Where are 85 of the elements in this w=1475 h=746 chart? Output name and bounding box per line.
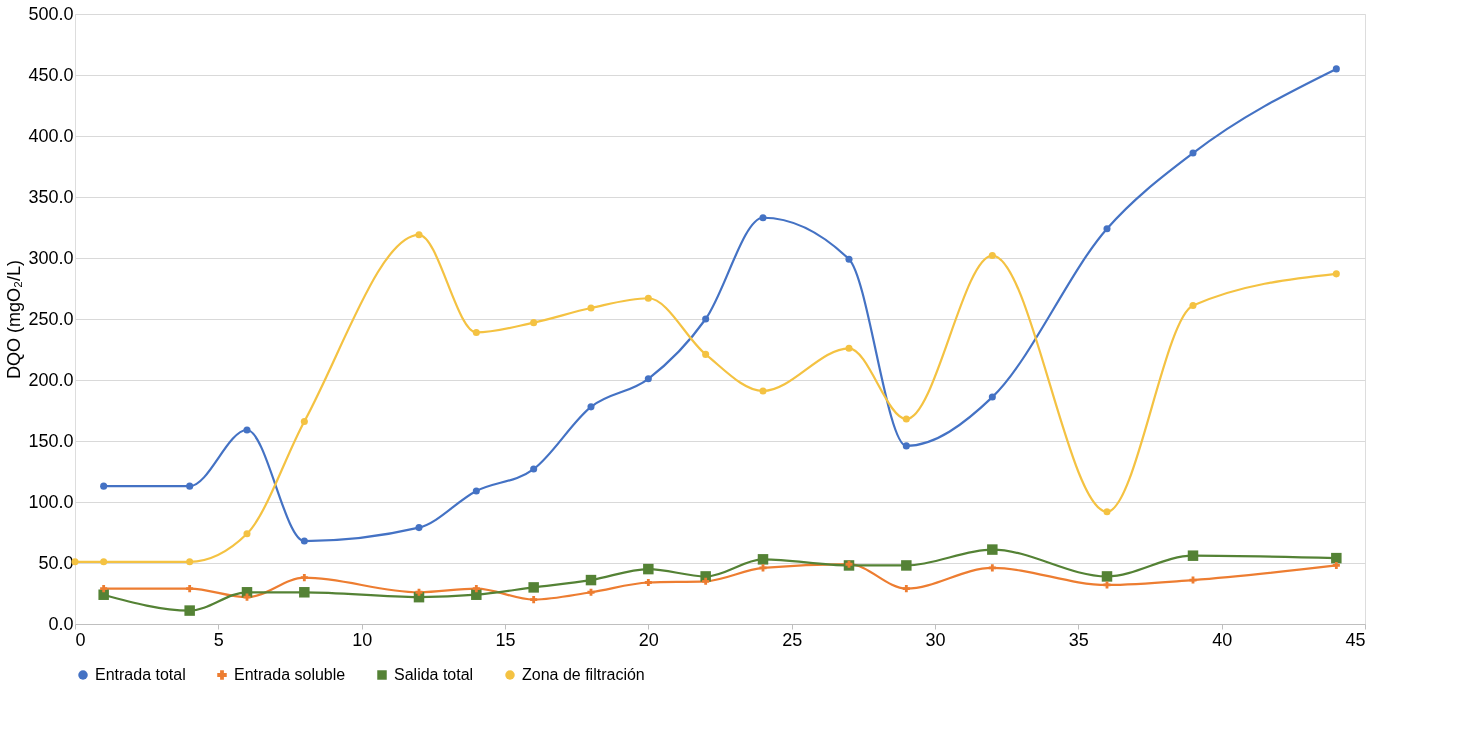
x-tick-label: 20	[638, 629, 659, 650]
point	[530, 319, 538, 327]
x-tick-label: 15	[495, 629, 516, 650]
point	[243, 593, 251, 601]
point	[299, 587, 310, 598]
point	[100, 585, 108, 593]
y-tick-label: 50.0	[38, 552, 74, 573]
point	[587, 304, 595, 312]
x-tick-label: 35	[1068, 629, 1089, 650]
point	[186, 585, 194, 593]
point	[243, 530, 251, 538]
point	[472, 487, 480, 495]
point	[902, 442, 910, 450]
y-tick-label: 350.0	[28, 186, 74, 207]
point	[1332, 65, 1340, 73]
legend-label: Zona de filtración	[522, 666, 645, 683]
y-tick-label: 300.0	[28, 247, 74, 268]
point	[1103, 225, 1111, 233]
point	[845, 255, 853, 263]
point	[1189, 149, 1197, 157]
x-tick-label: 30	[925, 629, 946, 650]
point	[845, 344, 853, 352]
point	[644, 375, 652, 383]
point	[243, 426, 251, 434]
point	[528, 582, 539, 593]
y-tick-label: 150.0	[28, 430, 74, 451]
point	[100, 558, 108, 566]
point	[1187, 550, 1199, 561]
point	[759, 387, 767, 395]
point	[530, 465, 538, 473]
point	[702, 315, 710, 323]
point	[472, 585, 480, 593]
y-tick-label: 100.0	[28, 491, 74, 512]
point	[1331, 552, 1342, 564]
x-tick-label: 25	[782, 629, 803, 650]
y-tick-label: 450.0	[28, 64, 74, 85]
point	[902, 585, 910, 593]
point	[1189, 302, 1197, 310]
y-tick-label: 0.0	[48, 613, 74, 634]
point	[1332, 561, 1340, 569]
point	[988, 393, 996, 401]
point	[902, 415, 910, 423]
point	[415, 524, 423, 532]
legend-label: Entrada soluble	[234, 666, 346, 683]
point	[186, 558, 194, 566]
point	[988, 252, 996, 260]
point	[759, 564, 767, 572]
point	[472, 328, 480, 336]
x-tick-label: 40	[1212, 629, 1233, 650]
point	[988, 564, 996, 572]
point	[644, 294, 652, 302]
point	[1101, 571, 1113, 582]
point	[530, 596, 538, 604]
point	[415, 231, 423, 239]
point	[300, 537, 308, 545]
point	[100, 482, 108, 490]
y-tick-label: 250.0	[28, 308, 74, 329]
point	[587, 403, 595, 411]
point	[757, 554, 769, 565]
point	[1103, 508, 1111, 516]
point	[759, 214, 767, 222]
legend-label: Entrada total	[95, 666, 186, 683]
x-tick-label: 10	[352, 629, 373, 650]
y-tick-label: 400.0	[28, 125, 74, 146]
point	[415, 588, 423, 596]
point	[901, 560, 912, 571]
point	[300, 574, 308, 582]
point	[186, 482, 194, 490]
legend-label: Salida total	[394, 666, 474, 683]
point	[702, 577, 710, 585]
x-tick-label: 0	[75, 629, 86, 650]
point	[987, 544, 998, 555]
point	[587, 588, 595, 596]
point	[1332, 270, 1340, 278]
point	[643, 563, 654, 575]
y-tick-label: 500.0	[28, 3, 74, 24]
y-axis-title: DQO (mgO₂/L)	[4, 260, 25, 379]
point	[184, 605, 195, 616]
point	[300, 417, 308, 426]
point	[585, 574, 597, 586]
point	[644, 578, 652, 587]
x-tick-label: 5	[213, 629, 224, 650]
point	[702, 350, 710, 358]
y-tick-label: 200.0	[28, 369, 74, 390]
x-tick-label: 45	[1345, 629, 1366, 650]
